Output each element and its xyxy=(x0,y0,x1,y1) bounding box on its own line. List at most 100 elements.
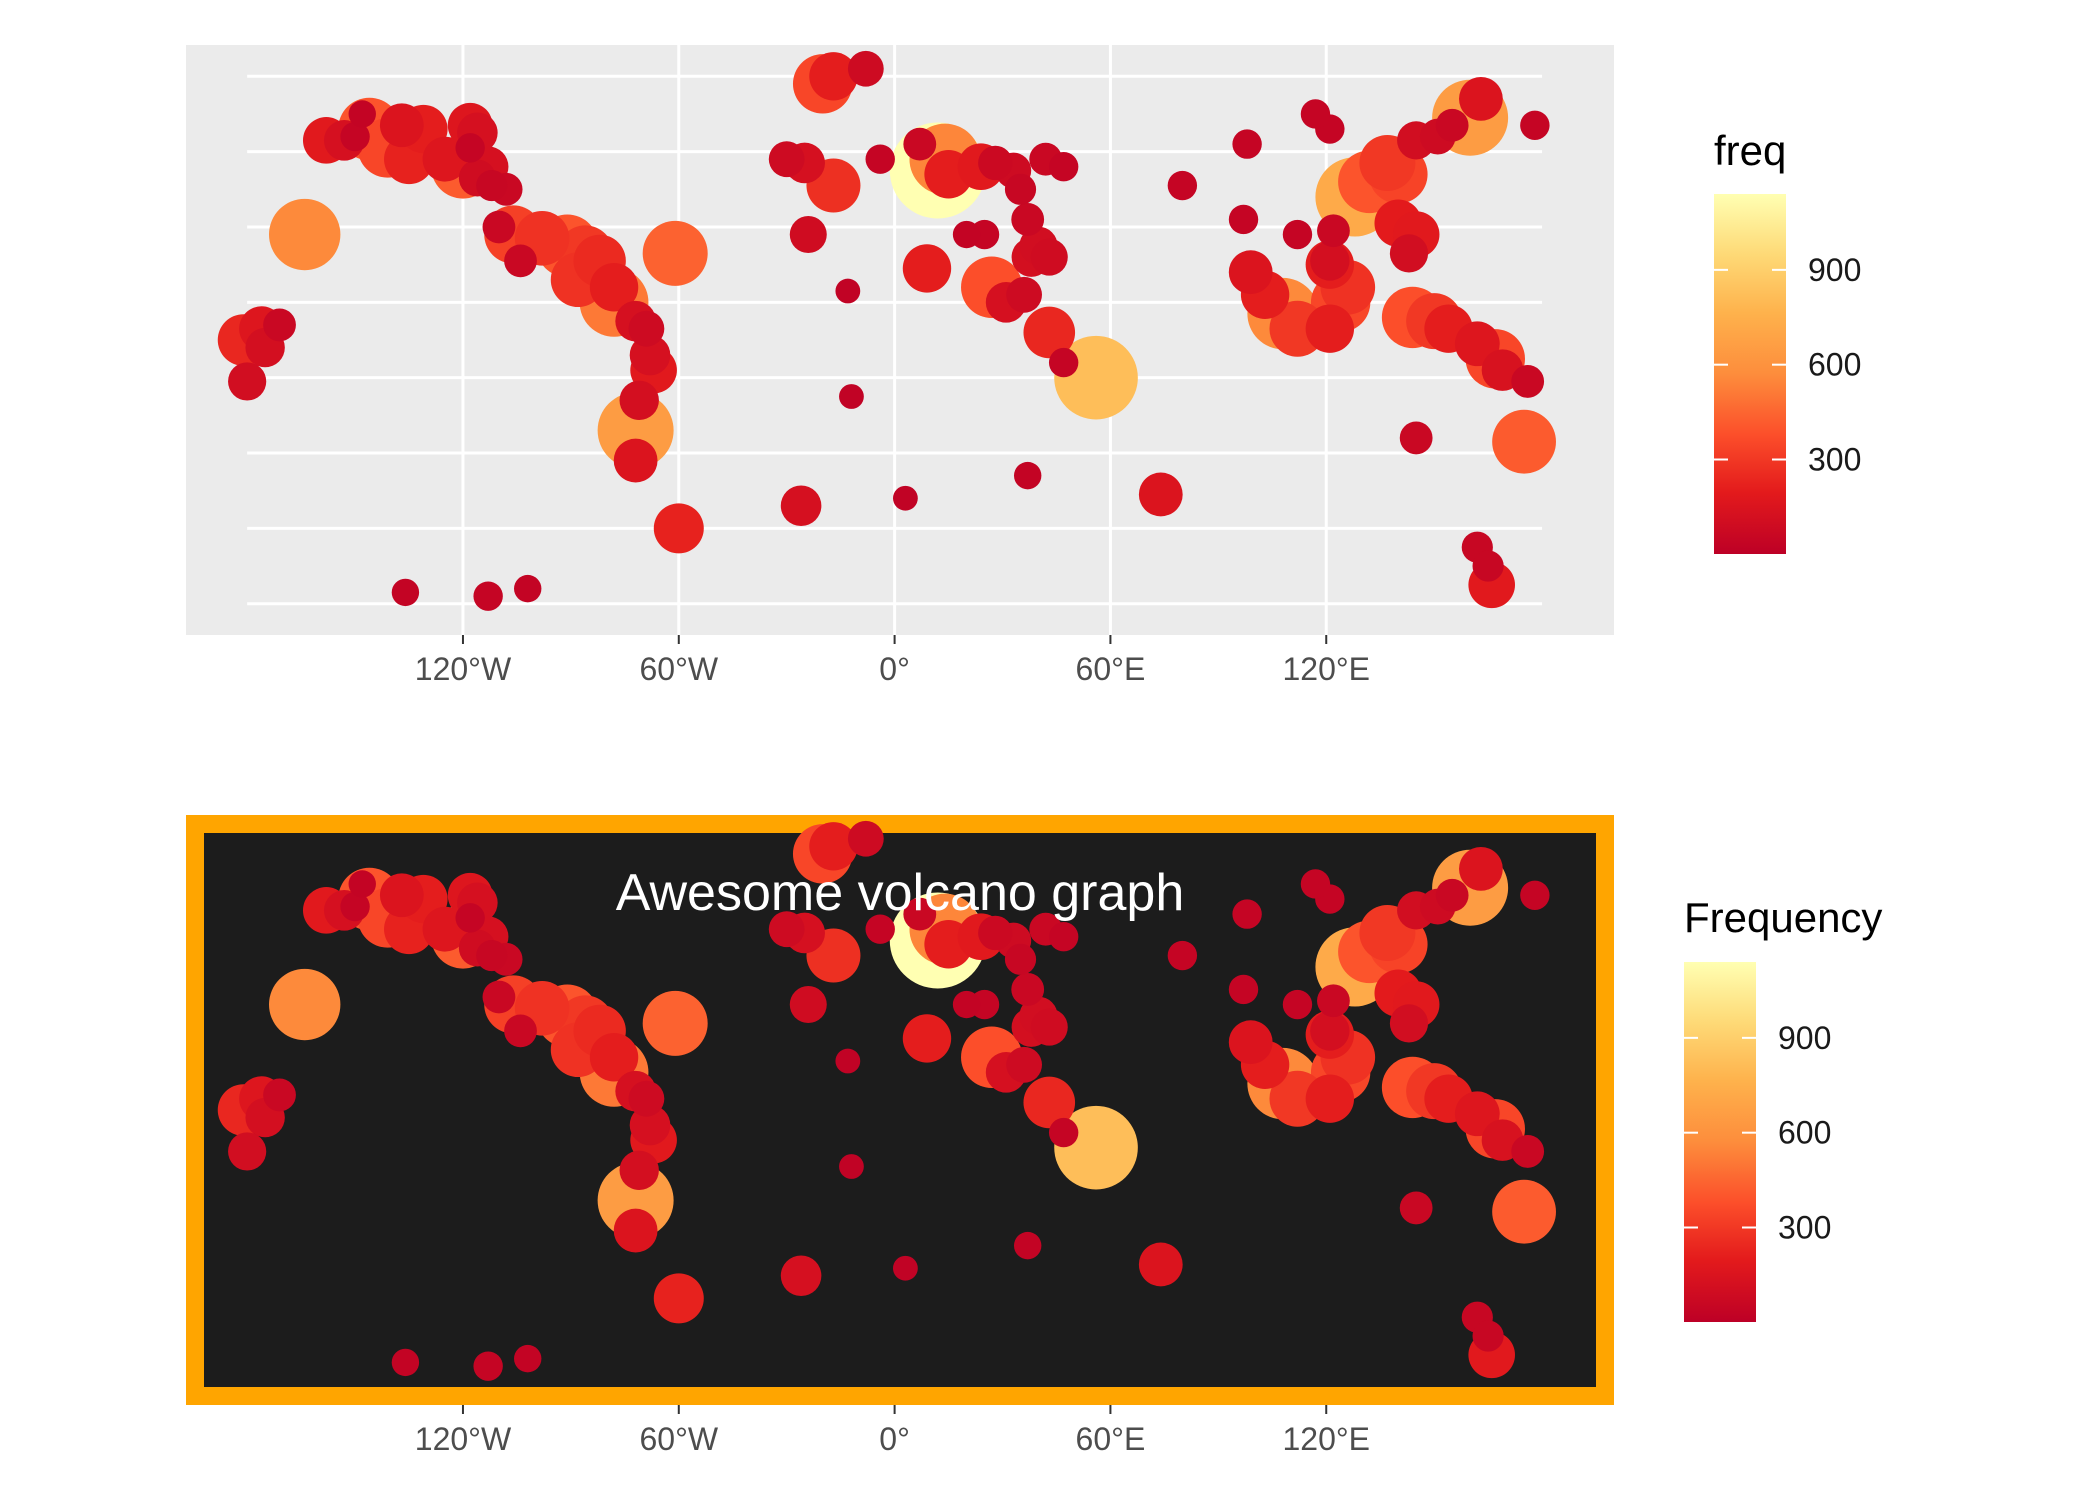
volcano-point xyxy=(455,903,485,933)
x-axis-bottom: 120°W 60°W 0° 60°E 120°E xyxy=(415,1405,1370,1457)
volcano-point xyxy=(1013,1231,1042,1260)
volcano-point xyxy=(952,990,981,1019)
volcano-point xyxy=(839,1154,864,1179)
volcano-point xyxy=(1011,203,1045,236)
volcano-point xyxy=(847,50,884,87)
volcano-point xyxy=(514,574,542,603)
volcano-point xyxy=(809,52,858,101)
plot-title-bottom: Awesome volcano graph xyxy=(616,864,1185,922)
x-axis-top: 120°W 60°W 0° 60°E 120°E xyxy=(415,635,1370,687)
volcano-point xyxy=(847,820,884,857)
volcano-point xyxy=(1435,108,1469,142)
volcano-point xyxy=(504,1014,537,1048)
map-plot-top xyxy=(186,45,1614,635)
volcano-point xyxy=(1282,219,1313,250)
volcano-point xyxy=(1023,1076,1076,1129)
volcano-point xyxy=(1300,869,1331,899)
colorbar-label: 300 xyxy=(1808,441,1861,477)
colorbar-ticks-bottom: 300 600 900 xyxy=(1684,1020,1831,1245)
volcano-point xyxy=(340,891,370,922)
map-plot-bottom: Awesome volcano graph xyxy=(186,815,1614,1405)
volcano-point xyxy=(1492,409,1556,474)
volcano-point xyxy=(1138,472,1183,517)
volcano-point xyxy=(1048,152,1079,182)
volcano-point xyxy=(1459,77,1503,121)
volcano-point xyxy=(903,897,937,931)
volcano-point xyxy=(391,578,420,607)
x-tick-label: 120°E xyxy=(1282,1421,1370,1457)
volcano-point xyxy=(1228,1020,1273,1065)
volcano-point xyxy=(1305,304,1355,353)
volcano-point xyxy=(809,822,858,871)
volcano-point xyxy=(1305,1074,1355,1123)
volcano-points-top xyxy=(217,50,1556,611)
volcano-point xyxy=(628,310,665,347)
volcano-point xyxy=(1317,984,1350,1018)
volcano-point xyxy=(1472,1320,1504,1352)
x-tick-label: 60°E xyxy=(1076,651,1146,687)
x-tick-label: 60°W xyxy=(639,1421,718,1457)
volcano-point xyxy=(1004,173,1037,205)
volcano-point xyxy=(1228,250,1273,295)
volcano-point xyxy=(228,362,267,401)
volcano-point xyxy=(1399,421,1433,455)
volcano-point xyxy=(476,939,508,972)
volcano-point xyxy=(1310,1011,1350,1051)
volcano-point xyxy=(1013,461,1042,490)
volcano-point xyxy=(1492,1179,1556,1244)
volcano-point xyxy=(978,915,1013,951)
colorbar-label: 900 xyxy=(1778,1020,1831,1056)
volcano-point xyxy=(476,169,508,202)
volcano-point xyxy=(1317,214,1350,248)
volcano-point xyxy=(1282,989,1313,1020)
volcano-point xyxy=(1399,1191,1433,1225)
volcano-point xyxy=(952,220,981,249)
volcano-point xyxy=(1511,365,1545,398)
volcano-point xyxy=(865,914,895,944)
volcano-point xyxy=(1011,973,1045,1006)
gridlines-top xyxy=(247,45,1543,635)
volcano-point xyxy=(589,263,639,312)
volcano-point xyxy=(228,1132,267,1171)
volcano-point xyxy=(613,1208,658,1253)
colorbar-bottom xyxy=(1684,962,1756,1322)
volcano-point xyxy=(619,380,659,420)
volcano-point xyxy=(482,210,516,244)
x-tick-label: 120°W xyxy=(415,651,512,687)
legend-bottom: Frequency 300 600 900 xyxy=(1684,894,1882,1322)
volcano-point xyxy=(902,1014,952,1063)
volcano-point xyxy=(1048,347,1079,378)
volcano-point xyxy=(619,1150,659,1190)
volcano-point xyxy=(589,1033,639,1082)
volcano-point xyxy=(780,1255,822,1297)
x-tick-label: 0° xyxy=(879,1421,910,1457)
volcano-point xyxy=(269,198,341,271)
volcano-point xyxy=(642,990,708,1056)
volcano-point xyxy=(1511,1135,1545,1168)
volcano-point xyxy=(1030,238,1068,276)
volcano-point xyxy=(1228,204,1259,235)
volcano-point xyxy=(340,121,370,152)
volcano-point xyxy=(1006,276,1042,313)
volcano-point xyxy=(865,144,895,174)
volcano-point xyxy=(1435,878,1469,912)
volcano-point xyxy=(1232,899,1262,929)
volcano-point xyxy=(902,244,952,293)
volcano-point xyxy=(903,127,937,161)
x-tick-label: 60°E xyxy=(1076,1421,1146,1457)
volcano-point xyxy=(1472,550,1504,582)
volcano-point xyxy=(768,911,805,948)
volcano-point xyxy=(482,980,516,1014)
volcano-point xyxy=(348,100,376,128)
legend-title-top: freq xyxy=(1714,127,1786,174)
volcano-point xyxy=(613,438,658,483)
volcano-point xyxy=(269,968,341,1041)
volcano-point xyxy=(1023,306,1076,359)
volcano-point xyxy=(653,1273,704,1324)
colorbar-top xyxy=(1714,194,1786,554)
volcano-point xyxy=(1520,880,1550,910)
volcano-point xyxy=(514,1344,542,1373)
volcano-point xyxy=(263,1078,296,1112)
volcano-point xyxy=(1004,943,1037,975)
volcano-point xyxy=(835,1048,861,1074)
